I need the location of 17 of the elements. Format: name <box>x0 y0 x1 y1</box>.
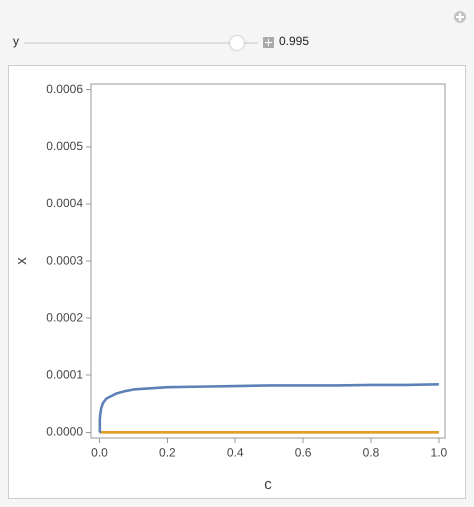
y-tick-label: 0.0000 <box>46 424 84 439</box>
x-tick-label: 1.0 <box>430 446 448 460</box>
y-tick-label: 0.0005 <box>46 139 84 154</box>
y-axis-title: x <box>13 256 30 265</box>
y-tick-label: 0.0004 <box>46 196 84 210</box>
y-tick-label: 0.0002 <box>46 310 84 324</box>
y-tick-label: 0.0006 <box>46 82 84 96</box>
x-axis-title: c <box>264 476 272 494</box>
x-tick-label: 0.8 <box>362 446 380 460</box>
x-tick-label: 0.0 <box>91 446 108 460</box>
x-tick-label: 0.4 <box>226 446 244 460</box>
x-tick-label: 0.2 <box>159 446 176 460</box>
text: y <box>13 34 19 48</box>
text: 0.995 <box>279 34 310 48</box>
x-tick-label: 0.6 <box>294 446 312 460</box>
y-tick-label: 0.0001 <box>46 368 84 382</box>
y-tick-label: 0.0003 <box>46 253 84 268</box>
